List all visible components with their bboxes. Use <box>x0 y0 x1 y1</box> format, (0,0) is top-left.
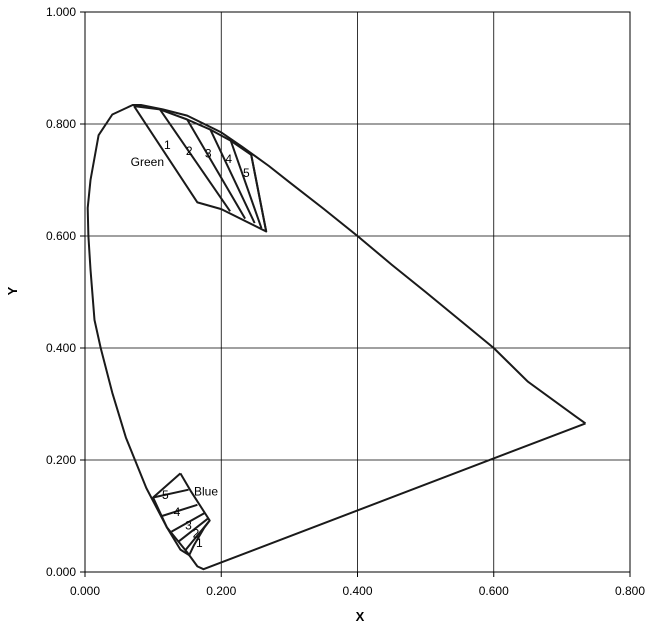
series-group <box>86 104 587 571</box>
y-tick-labels: 0.000 0.200 0.400 0.600 0.800 1.000 <box>46 5 85 579</box>
annotation-2: 2 <box>186 144 193 158</box>
hatch-line-1 <box>186 119 246 220</box>
annotation-0: Green <box>131 155 164 169</box>
x-axis-label: X <box>356 609 365 624</box>
hatch-line-2 <box>209 129 256 224</box>
x-tick-label-2: 0.400 <box>342 584 372 598</box>
hatch-line-6 <box>161 503 198 517</box>
annotation-6: Blue <box>194 484 218 498</box>
annotation-9: 3 <box>185 518 192 532</box>
y-tick-label-2: 0.400 <box>46 341 76 355</box>
annotation-10: 2 <box>193 526 200 540</box>
y-tick-label-4: 0.800 <box>46 117 76 131</box>
y-axis-label: Y <box>5 286 20 295</box>
hatch-line-3 <box>229 140 263 229</box>
hatch-line-4 <box>250 154 268 232</box>
x-tick-label-0: 0.000 <box>70 584 100 598</box>
y-tick-label-5: 1.000 <box>46 5 76 19</box>
annotation-3: 3 <box>205 147 212 161</box>
spectral-locus-outline <box>86 104 587 571</box>
annotation-7: 5 <box>162 488 169 502</box>
annotation-1: 1 <box>164 138 171 152</box>
x-tick-label-1: 0.200 <box>206 584 236 598</box>
hatch-lines-group <box>152 108 268 551</box>
green-region-outline <box>133 105 268 233</box>
x-tick-label-4: 0.800 <box>615 584 645 598</box>
y-tick-label-1: 0.200 <box>46 453 76 467</box>
hatch-line-7 <box>171 512 205 533</box>
hatch-line-5 <box>152 488 189 499</box>
y-tick-label-3: 0.600 <box>46 229 76 243</box>
y-tick-label-0: 0.000 <box>46 565 76 579</box>
x-tick-label-3: 0.600 <box>479 584 509 598</box>
blue-region-outline <box>152 472 211 557</box>
x-tick-labels: 0.000 0.200 0.400 0.600 0.800 <box>70 572 645 598</box>
hatch-line-0 <box>159 108 231 212</box>
hatch-line-9 <box>185 519 211 551</box>
hatch-line-8 <box>178 518 209 542</box>
annotation-5: 5 <box>243 166 250 180</box>
annotation-4: 4 <box>225 152 232 166</box>
annotation-11: 1 <box>196 536 203 550</box>
annotation-8: 4 <box>174 505 181 519</box>
